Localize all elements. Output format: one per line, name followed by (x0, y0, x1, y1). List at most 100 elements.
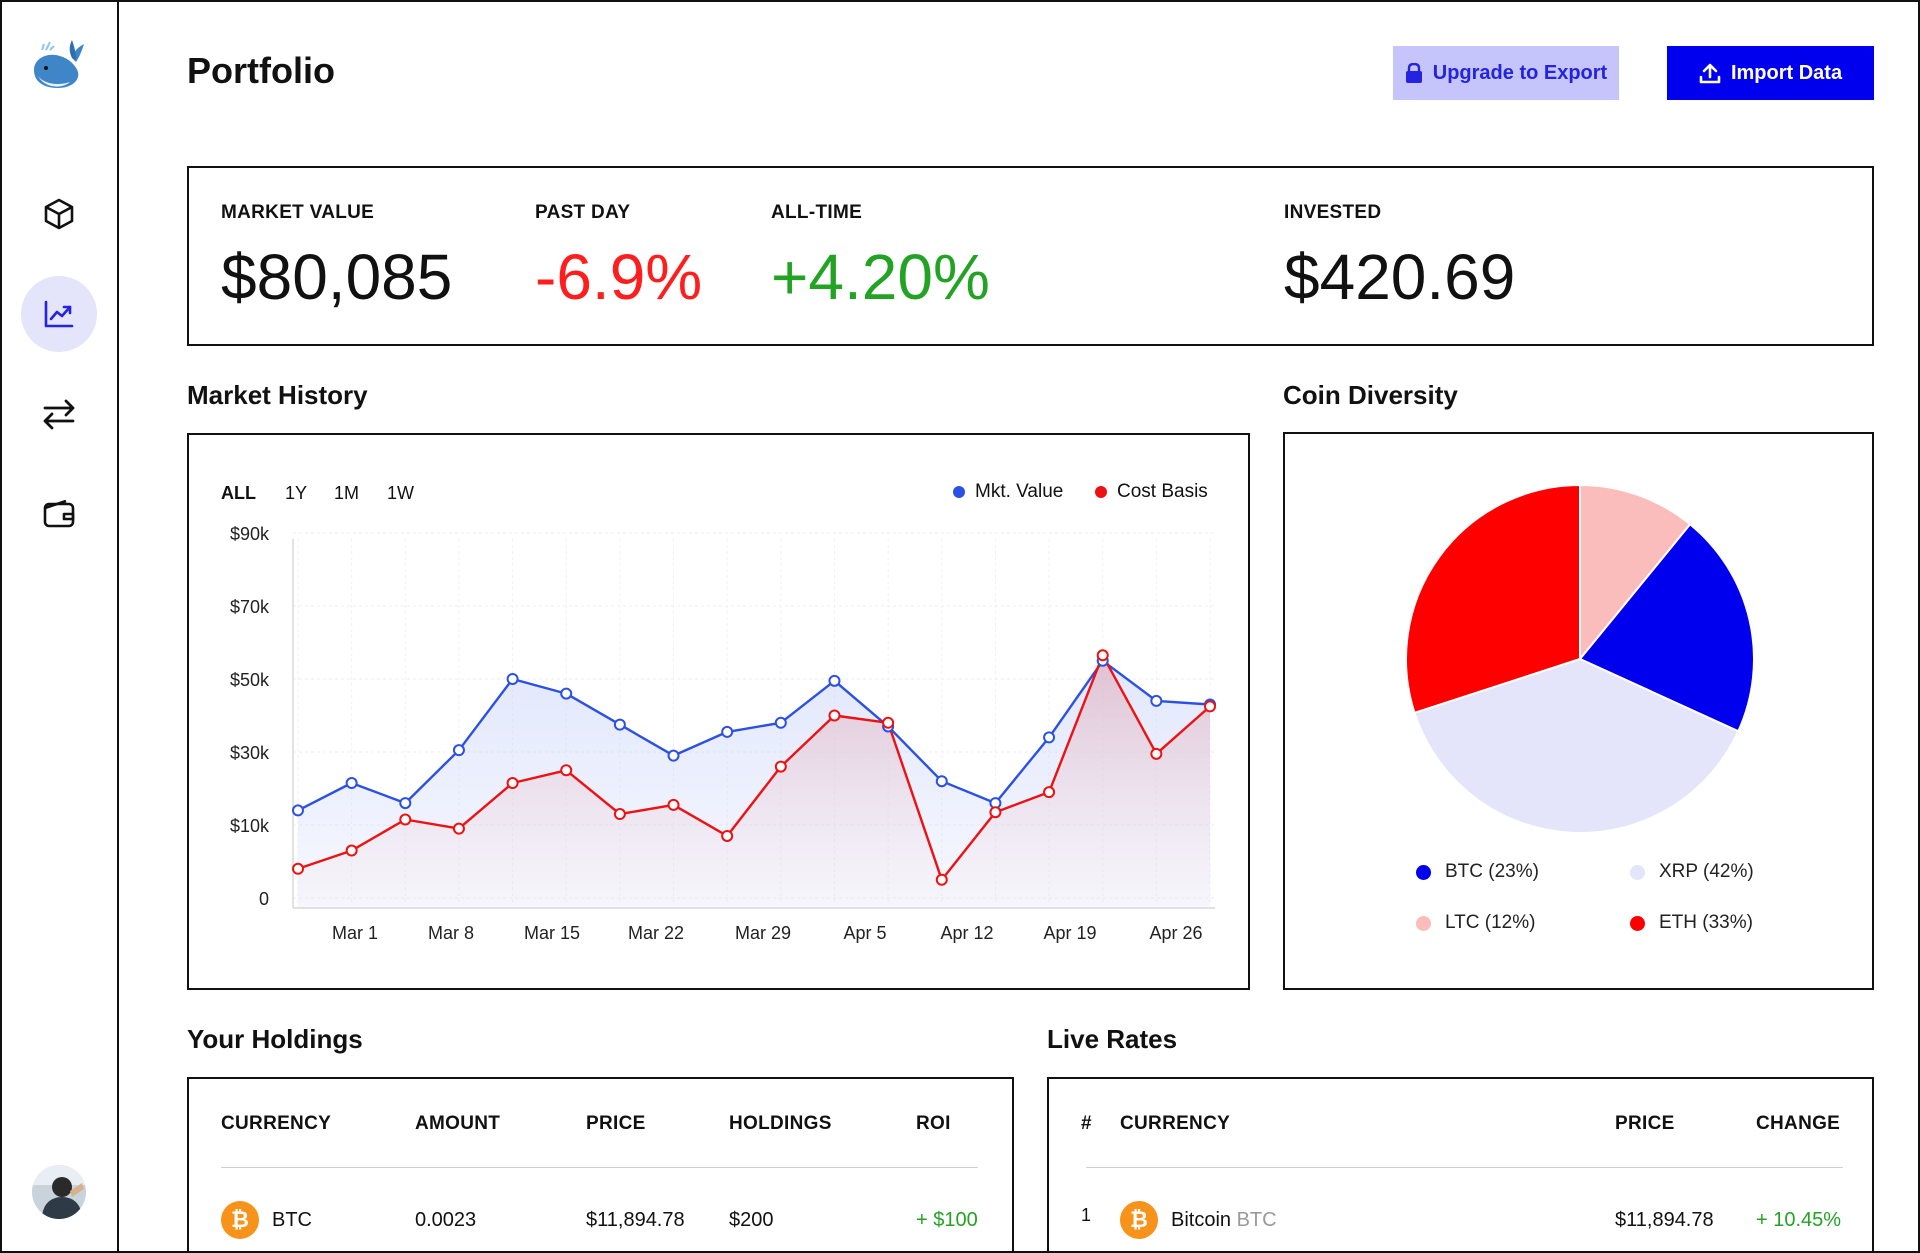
holding-amount: 0.0023 (415, 1209, 477, 1231)
invested-label: INVESTED (1284, 202, 1382, 223)
x-tick-label: Mar 15 (524, 923, 580, 943)
data-point-cost-basis[interactable] (667, 798, 680, 811)
pie-legend-ltc: LTC (12%) (1416, 912, 1535, 934)
pie-legend-dot-xrp (1630, 864, 1645, 880)
data-point-mkt-value[interactable] (560, 687, 573, 700)
x-tick-label: Mar 8 (428, 923, 474, 943)
data-point-cost-basis[interactable] (452, 822, 465, 835)
pie-legend-label-xrp: XRP (42%) (1659, 861, 1754, 882)
x-tick-label: Mar 29 (735, 923, 791, 943)
bitcoin-icon: ₿ (221, 1201, 259, 1239)
invested-value: $420.69 (1284, 241, 1516, 313)
data-point-mkt-value[interactable] (345, 777, 358, 790)
holding-price: $11,894.78 (586, 1209, 685, 1231)
rate-coin-symbol: BTC (1236, 1209, 1277, 1231)
series-line-mkt-value (297, 659, 1211, 812)
pie-legend-dot-eth (1630, 915, 1645, 931)
wallet-icon (43, 499, 75, 528)
nav-portfolio[interactable] (21, 276, 97, 352)
data-point-cost-basis[interactable] (989, 806, 1002, 819)
data-point-cost-basis[interactable] (882, 716, 895, 729)
data-point-mkt-value[interactable] (721, 725, 734, 738)
holdings-header-price: PRICE (586, 1113, 646, 1134)
pie-legend-btc: BTC (23%) (1416, 861, 1539, 883)
data-point-mkt-value[interactable] (935, 775, 948, 788)
market-history-title: Market History (187, 380, 368, 410)
data-point-cost-basis[interactable] (560, 764, 573, 777)
market-value: $80,085 (221, 241, 453, 313)
pie-legend-dot-ltc (1416, 915, 1431, 931)
data-point-cost-basis[interactable] (1096, 649, 1109, 662)
pie-slice-xrp[interactable] (1413, 657, 1740, 834)
data-point-mkt-value[interactable] (292, 804, 304, 817)
rates-header-divider (1086, 1167, 1843, 1168)
import-data-label: Import Data (1730, 61, 1843, 84)
rate-change: + 10.45% (1756, 1209, 1842, 1231)
data-point-mkt-value[interactable] (828, 674, 841, 687)
legend-mkt-value: Mkt. Value (953, 481, 1063, 503)
rate-rank: 1 (1081, 1205, 1092, 1225)
data-point-mkt-value[interactable] (613, 718, 626, 731)
coin-diversity-title: Coin Diversity (1283, 380, 1458, 410)
data-point-mkt-value[interactable] (452, 744, 465, 757)
upgrade-export-button[interactable]: Upgrade to Export (1393, 46, 1619, 100)
pie-slice-eth[interactable] (1405, 483, 1581, 715)
whale-logo-icon[interactable] (28, 36, 88, 96)
holdings-header-roi: ROI (916, 1113, 951, 1134)
range-tab-all[interactable]: ALL (221, 483, 256, 503)
series-line-cost-basis (297, 654, 1211, 881)
data-point-cost-basis[interactable] (828, 709, 841, 722)
legend-dot-mkt-value (953, 486, 965, 498)
pie-slice-ltc[interactable] (1579, 483, 1692, 662)
y-tick-label: $10k (230, 816, 270, 836)
nav-transactions[interactable] (21, 376, 97, 452)
x-tick-label: Apr 12 (940, 923, 993, 943)
data-point-mkt-value[interactable] (667, 749, 680, 762)
data-point-cost-basis[interactable] (721, 829, 734, 842)
data-point-cost-basis[interactable] (1150, 747, 1163, 760)
pie-legend-eth: ETH (33%) (1630, 912, 1753, 934)
data-point-cost-basis[interactable] (292, 862, 304, 875)
chart-icon (44, 300, 74, 328)
nav-wallet[interactable] (21, 476, 97, 552)
data-point-cost-basis[interactable] (345, 844, 358, 857)
data-point-mkt-value[interactable] (774, 716, 787, 729)
rate-coin-name: Bitcoin (1171, 1209, 1232, 1231)
range-tab-1y[interactable]: 1Y (285, 483, 308, 503)
past-day-label: PAST DAY (535, 202, 631, 223)
pie-slice-btc[interactable] (1578, 522, 1755, 733)
data-point-mkt-value[interactable] (1043, 731, 1056, 744)
nav-products[interactable] (21, 176, 97, 252)
data-point-cost-basis[interactable] (1204, 700, 1216, 713)
x-tick-label: Apr 5 (843, 923, 886, 943)
data-point-cost-basis[interactable] (506, 777, 519, 790)
data-point-cost-basis[interactable] (1043, 786, 1056, 799)
x-tick-label: Apr 26 (1149, 923, 1202, 943)
upload-icon (1699, 63, 1721, 84)
rate-price: $11,894.78 (1615, 1209, 1714, 1231)
all-time-value: +4.20% (771, 241, 990, 313)
transfer-icon (43, 399, 75, 430)
avatar[interactable] (32, 1165, 86, 1219)
range-tab-1w[interactable]: 1W (387, 483, 414, 503)
bitcoin-icon: ₿ (1120, 1201, 1158, 1239)
range-tab-1m[interactable]: 1M (334, 483, 360, 503)
holdings-table: CURRENCY AMOUNT PRICE HOLDINGS ROI ₿ BTC… (187, 1077, 1014, 1253)
data-point-cost-basis[interactable] (613, 808, 626, 821)
data-point-cost-basis[interactable] (774, 760, 787, 773)
data-point-cost-basis[interactable] (935, 873, 948, 886)
market-history-chart: 0 $10k $30k $50k $70k $90k Mar 1 Mar 8 Mar 15 Ma… (230, 524, 1216, 943)
y-tick-label: $50k (230, 670, 270, 690)
import-data-button[interactable]: Import Data (1667, 46, 1874, 100)
holdings-header-divider (221, 1167, 978, 1168)
data-point-mkt-value[interactable] (399, 797, 412, 810)
legend-cost-basis: Cost Basis (1095, 481, 1208, 503)
data-point-cost-basis[interactable] (399, 813, 412, 826)
data-point-mkt-value[interactable] (1150, 694, 1163, 707)
legend-dot-cost-basis (1095, 486, 1107, 498)
lock-icon (1405, 63, 1422, 83)
data-point-mkt-value[interactable] (506, 673, 519, 685)
rates-header-change: CHANGE (1756, 1113, 1841, 1134)
series-area-cost-basis (298, 655, 1210, 908)
